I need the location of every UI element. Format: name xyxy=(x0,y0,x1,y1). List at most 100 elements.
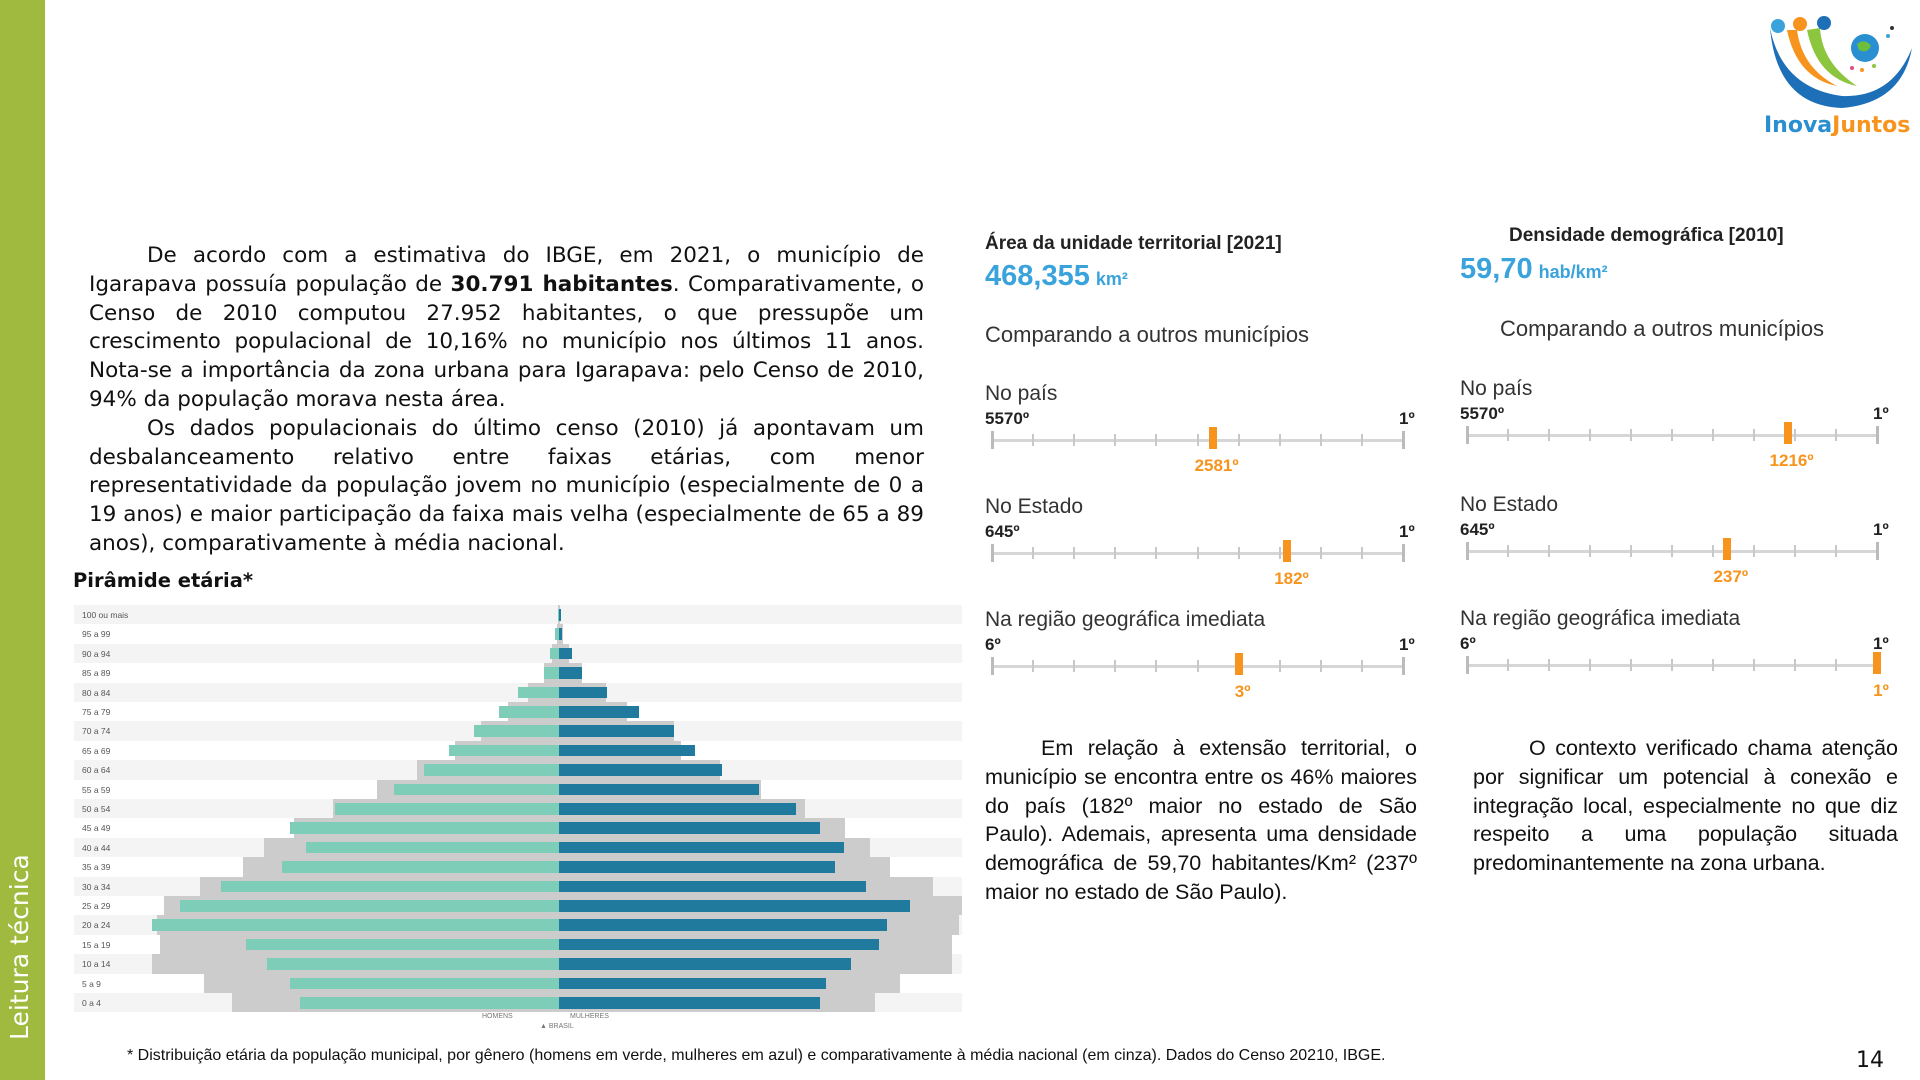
track-tick xyxy=(1237,547,1240,559)
track-tick xyxy=(1073,660,1076,672)
women-bar xyxy=(559,628,563,640)
track-tick xyxy=(1278,660,1281,672)
age-label: 15 a 19 xyxy=(82,939,111,950)
track-tick xyxy=(1032,547,1035,559)
women-bar xyxy=(559,880,866,893)
men-bar xyxy=(394,783,559,796)
women-bar xyxy=(559,744,696,757)
track-tick xyxy=(1835,545,1837,557)
women-bar xyxy=(559,667,582,679)
track-tick xyxy=(1589,659,1591,671)
track-tick xyxy=(1114,660,1117,672)
track-tick xyxy=(1794,659,1796,671)
women-bar xyxy=(559,997,821,1009)
track-tick xyxy=(1196,434,1199,446)
density-number: 59,70 xyxy=(1460,253,1533,285)
women-bar xyxy=(559,977,826,990)
sidebar-band: Leitura técnica xyxy=(0,0,45,1080)
age-label: 35 a 39 xyxy=(82,862,111,873)
rank-marker xyxy=(1283,540,1292,562)
women-bar xyxy=(559,783,759,796)
rank-track xyxy=(991,653,1405,675)
track-tick xyxy=(1548,429,1550,441)
legend-brasil: ▲ BRASIL xyxy=(540,1023,574,1030)
age-label: 20 a 24 xyxy=(82,920,111,931)
men-bar xyxy=(518,686,559,699)
age-label: 85 a 89 xyxy=(82,668,111,679)
men-bar xyxy=(558,609,560,621)
pyramid-row: 60 a 64 xyxy=(74,760,962,780)
track-tick xyxy=(1630,545,1632,557)
rank-position-label: 3º xyxy=(1234,682,1251,701)
rank-max: 1º xyxy=(1399,409,1415,428)
track-tick xyxy=(991,544,994,562)
track-tick xyxy=(1196,660,1199,672)
track-tick xyxy=(1548,545,1550,557)
rank-label: No Estado xyxy=(985,495,1084,518)
density-unit: hab/km² xyxy=(1538,262,1608,282)
track-tick xyxy=(1360,660,1363,672)
rank-track xyxy=(1466,538,1879,560)
track-tick xyxy=(1794,545,1796,557)
track-tick xyxy=(1589,545,1591,557)
density-value: 59,70 hab/km² xyxy=(1460,253,1608,286)
age-label: 5 a 9 xyxy=(82,978,101,989)
age-label: 95 a 99 xyxy=(82,629,111,640)
pyramid-row: 65 a 69 xyxy=(74,740,962,761)
rank-marker xyxy=(1873,652,1881,674)
track-tick xyxy=(1319,434,1322,446)
rank-min: 645º xyxy=(1460,520,1495,539)
density-rank-0: No país 5570º 1º 1216º xyxy=(1460,377,1889,470)
track-tick xyxy=(1237,434,1240,446)
track-tick xyxy=(1032,660,1035,672)
area-unit: km² xyxy=(1095,269,1128,289)
rank-max: 1º xyxy=(1873,634,1889,653)
area-value: 468,355 km² xyxy=(985,260,1128,293)
track-tick xyxy=(1835,429,1837,441)
rank-track xyxy=(991,427,1405,449)
track-tick xyxy=(1114,434,1117,446)
rank-track xyxy=(1466,652,1881,674)
age-label: 70 a 74 xyxy=(82,726,111,737)
age-label: 40 a 44 xyxy=(82,842,111,853)
track-tick xyxy=(1466,426,1469,444)
pyramid-row: 25 a 29 xyxy=(74,896,963,916)
women-bar xyxy=(559,958,852,970)
track-tick xyxy=(1073,547,1076,559)
legend-women: MULHERES xyxy=(570,1013,609,1020)
rank-position-label: 2581º xyxy=(1194,456,1239,475)
pyramid-row: 35 a 39 xyxy=(74,857,962,877)
women-bar xyxy=(559,938,879,951)
track-tick xyxy=(1876,542,1879,560)
pyramid-row: 5 a 9 xyxy=(74,973,962,993)
track-tick xyxy=(1360,434,1363,446)
rank-max: 1º xyxy=(1873,404,1889,423)
track-tick xyxy=(1114,547,1117,559)
rank-position-label: 1216º xyxy=(1769,451,1814,470)
track-tick xyxy=(1360,547,1363,559)
pyramid-row: 45 a 49 xyxy=(74,818,962,838)
track-tick xyxy=(1466,542,1469,560)
pyramid-row: 15 a 19 xyxy=(74,934,962,955)
track-tick xyxy=(1278,434,1281,446)
track-tick xyxy=(1507,659,1509,671)
men-bar xyxy=(306,841,559,854)
rank-max: 1º xyxy=(1873,520,1889,539)
area-rank-0: No país 5570º 1º 2581º xyxy=(985,382,1415,475)
men-bar xyxy=(474,725,559,737)
rank-min: 5570º xyxy=(1460,404,1505,423)
age-label: 75 a 79 xyxy=(82,707,111,717)
rank-track xyxy=(1466,422,1879,444)
rank-marker xyxy=(1722,538,1731,560)
track-tick xyxy=(1876,426,1879,444)
track-tick xyxy=(1155,547,1158,559)
density-rank-1: No Estado 645º 1º 237º xyxy=(1460,493,1889,586)
men-bar xyxy=(544,667,559,679)
men-bar xyxy=(334,803,559,815)
rank-position-label: 182º xyxy=(1274,569,1309,588)
track-tick xyxy=(1319,547,1322,559)
men-bar xyxy=(151,919,559,931)
track-tick xyxy=(1753,659,1755,671)
age-label: 80 a 84 xyxy=(82,687,111,698)
women-bar xyxy=(559,861,835,873)
